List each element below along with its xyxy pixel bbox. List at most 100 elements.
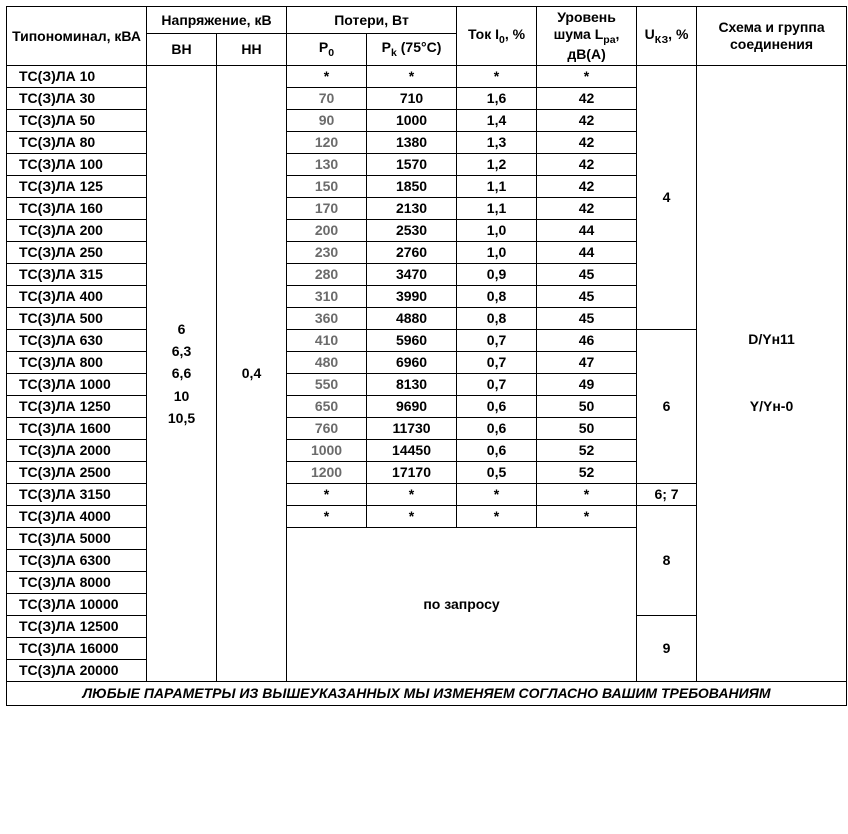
table-row: ТС(З)ЛА 10 66,36,61010,5 0,4 * * * * 4 D…: [7, 65, 847, 87]
model-cell: ТС(З)ЛА 1000: [7, 373, 147, 395]
p0-cell: 130: [287, 153, 367, 175]
p0-cell: 120: [287, 131, 367, 153]
ukz-6-7-cell: 6; 7: [637, 483, 697, 505]
noise-cell: 45: [537, 263, 637, 285]
p0-cell: 1000: [287, 439, 367, 461]
model-cell: ТС(З)ЛА 50: [7, 109, 147, 131]
model-cell: ТС(З)ЛА 4000: [7, 505, 147, 527]
layout-wrapper: Типономинал, кВА Напряжение, кВ Потери, …: [0, 0, 848, 706]
model-cell: ТС(З)ЛА 500: [7, 307, 147, 329]
p0-cell: 90: [287, 109, 367, 131]
pk-cell: *: [367, 505, 457, 527]
pk-cell: 9690: [367, 395, 457, 417]
hdr-current: Ток I0, %: [457, 7, 537, 66]
pk-cell: 2530: [367, 219, 457, 241]
hdr-noise: Уровень шума Lpa, дВ(А): [537, 7, 637, 66]
table-body: ТС(З)ЛА 10 66,36,61010,5 0,4 * * * * 4 D…: [7, 65, 847, 705]
pk-cell: 3470: [367, 263, 457, 285]
hdr-p0: P0: [287, 34, 367, 66]
noise-cell: *: [537, 483, 637, 505]
ukz-4-cell: 4: [637, 65, 697, 329]
noise-cell: 44: [537, 219, 637, 241]
i0-cell: 1,1: [457, 197, 537, 219]
pk-cell: 1850: [367, 175, 457, 197]
model-cell: ТС(З)ЛА 800: [7, 351, 147, 373]
i0-cell: *: [457, 65, 537, 87]
noise-cell: 42: [537, 109, 637, 131]
noise-cell: 50: [537, 417, 637, 439]
p0-cell: 230: [287, 241, 367, 263]
model-cell: ТС(З)ЛА 1600: [7, 417, 147, 439]
p0-cell: 410: [287, 329, 367, 351]
model-cell: ТС(З)ЛА 1250: [7, 395, 147, 417]
pk-cell: 3990: [367, 285, 457, 307]
i0-cell: 0,7: [457, 373, 537, 395]
i0-cell: 0,6: [457, 439, 537, 461]
p0-cell: 280: [287, 263, 367, 285]
model-cell: ТС(З)ЛА 3150: [7, 483, 147, 505]
hdr-voltage: Напряжение, кВ: [147, 7, 287, 34]
p0-cell: 760: [287, 417, 367, 439]
noise-cell: 42: [537, 131, 637, 153]
pk-cell: 6960: [367, 351, 457, 373]
model-cell: ТС(З)ЛА 16000: [7, 637, 147, 659]
model-cell: ТС(З)ЛА 100: [7, 153, 147, 175]
model-cell: ТС(З)ЛА 125: [7, 175, 147, 197]
nn-merged-cell: 0,4: [217, 65, 287, 681]
i0-cell: 0,8: [457, 285, 537, 307]
i0-cell: 1,3: [457, 131, 537, 153]
i0-cell: 0,8: [457, 307, 537, 329]
i0-cell: 1,2: [457, 153, 537, 175]
transformer-table: Типономинал, кВА Напряжение, кВ Потери, …: [6, 6, 847, 706]
pk-cell: 1570: [367, 153, 457, 175]
hdr-type: Типономинал, кВА: [7, 7, 147, 66]
p0-cell: 650: [287, 395, 367, 417]
vn-merged-cell: 66,36,61010,5: [147, 65, 217, 681]
i0-cell: 0,5: [457, 461, 537, 483]
noise-cell: 45: [537, 285, 637, 307]
hdr-nn: НН: [217, 34, 287, 66]
p0-cell: 70: [287, 87, 367, 109]
model-cell: ТС(З)ЛА 8000: [7, 571, 147, 593]
on-request-cell: по запросу: [287, 527, 637, 681]
p0-cell: 310: [287, 285, 367, 307]
i0-cell: 0,6: [457, 395, 537, 417]
pk-cell: 2760: [367, 241, 457, 263]
model-cell: ТС(З)ЛА 10: [7, 65, 147, 87]
model-cell: ТС(З)ЛА 5000: [7, 527, 147, 549]
hdr-ukz: UКЗ, %: [637, 7, 697, 66]
i0-cell: 0,7: [457, 351, 537, 373]
model-cell: ТС(З)ЛА 160: [7, 197, 147, 219]
i0-cell: 0,6: [457, 417, 537, 439]
model-cell: ТС(З)ЛА 2000: [7, 439, 147, 461]
pk-cell: *: [367, 65, 457, 87]
i0-cell: 1,1: [457, 175, 537, 197]
noise-cell: 45: [537, 307, 637, 329]
i0-cell: 1,6: [457, 87, 537, 109]
noise-cell: *: [537, 65, 637, 87]
noise-cell: 42: [537, 87, 637, 109]
model-cell: ТС(З)ЛА 12500: [7, 615, 147, 637]
p0-cell: 1200: [287, 461, 367, 483]
noise-cell: 42: [537, 175, 637, 197]
p0-cell: 480: [287, 351, 367, 373]
p0-cell: *: [287, 505, 367, 527]
p0-cell: *: [287, 65, 367, 87]
i0-cell: 1,0: [457, 241, 537, 263]
p0-cell: 150: [287, 175, 367, 197]
pk-cell: 11730: [367, 417, 457, 439]
noise-cell: *: [537, 505, 637, 527]
model-cell: ТС(З)ЛА 6300: [7, 549, 147, 571]
noise-cell: 50: [537, 395, 637, 417]
p0-cell: 200: [287, 219, 367, 241]
model-cell: ТС(З)ЛА 30: [7, 87, 147, 109]
pk-cell: *: [367, 483, 457, 505]
model-cell: ТС(З)ЛА 80: [7, 131, 147, 153]
noise-cell: 49: [537, 373, 637, 395]
ukz-9-cell: 9: [637, 615, 697, 681]
pk-cell: 14450: [367, 439, 457, 461]
p0-cell: *: [287, 483, 367, 505]
i0-cell: 1,0: [457, 219, 537, 241]
pk-cell: 1000: [367, 109, 457, 131]
p0-cell: 170: [287, 197, 367, 219]
